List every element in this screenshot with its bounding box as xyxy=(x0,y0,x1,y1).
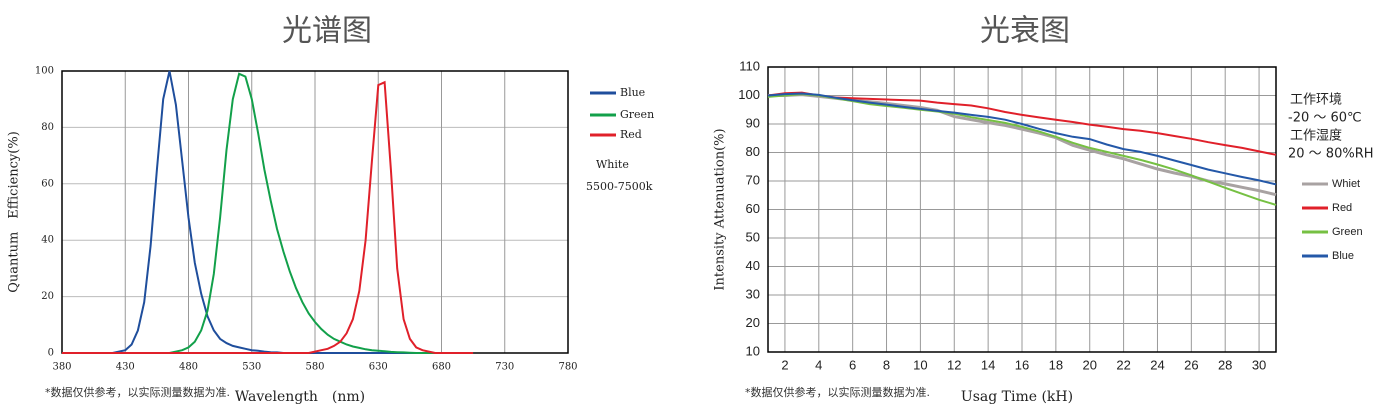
y-tick-label: 80 xyxy=(41,122,54,133)
y-tick-label: 100 xyxy=(35,66,54,77)
legend-label: Whiet xyxy=(1332,178,1360,190)
chart-title: 光谱图 xyxy=(282,14,372,49)
y-tick-label: 50 xyxy=(746,229,760,244)
x-tick-label: 12 xyxy=(947,357,961,372)
x-tick-label: 30 xyxy=(1252,357,1266,372)
annotation: 工作环境 xyxy=(1290,93,1342,108)
x-tick-label: 580 xyxy=(305,362,324,373)
y-tick-label: 10 xyxy=(746,343,760,358)
x-tick-label: 2 xyxy=(781,357,788,372)
y-axis-label: Intensity Attenuation(%) xyxy=(713,128,728,290)
annotation: -20 ～ 60℃ xyxy=(1288,111,1362,126)
x-axis-label: Usag Time (kH) xyxy=(961,389,1073,405)
annotation: 5500-7500k xyxy=(586,180,653,193)
x-tick-label: 4 xyxy=(815,357,822,372)
x-tick-label: 430 xyxy=(116,362,135,373)
y-tick-label: 30 xyxy=(746,286,760,301)
x-tick-label: 380 xyxy=(52,362,71,373)
legend-label: Blue xyxy=(1332,250,1354,262)
x-tick-label: 16 xyxy=(1015,357,1029,372)
series-line xyxy=(767,91,1277,156)
x-tick-label: 28 xyxy=(1218,357,1232,372)
x-tick-label: 18 xyxy=(1049,357,1063,372)
x-tick-label: 680 xyxy=(432,362,451,373)
legend-label: Red xyxy=(1332,202,1352,214)
chart-title: 光衰图 xyxy=(980,14,1070,49)
y-tick-label: 110 xyxy=(739,58,760,73)
legend-label: Green xyxy=(620,108,654,121)
x-tick-label: 730 xyxy=(495,362,514,373)
y-tick-label: 40 xyxy=(746,258,760,273)
footnote: *数据仅供参考，以实际测量数据为准. xyxy=(45,385,230,399)
legend-label: Blue xyxy=(620,86,645,99)
x-tick-label: 26 xyxy=(1184,357,1198,372)
y-tick-label: 0 xyxy=(48,348,54,359)
y-tick-label: 60 xyxy=(746,201,760,216)
series-line xyxy=(62,70,474,354)
y-axis-label: Quantum Efficiency(%) xyxy=(7,131,22,293)
legend-label: Red xyxy=(620,128,642,141)
x-tick-label: 8 xyxy=(883,357,890,372)
series-line xyxy=(62,80,474,354)
x-tick-label: 530 xyxy=(242,362,261,373)
x-tick-label: 22 xyxy=(1116,357,1130,372)
footnote: *数据仅供参考，以实际测量数据为准. xyxy=(745,385,930,399)
y-tick-label: 60 xyxy=(41,178,54,189)
annotation: 工作湿度 xyxy=(1290,128,1342,144)
y-tick-label: 70 xyxy=(746,172,760,187)
legend-label: Green xyxy=(1332,226,1363,238)
x-tick-label: 14 xyxy=(981,357,995,372)
x-tick-label: 20 xyxy=(1082,357,1096,372)
y-tick-label: 90 xyxy=(746,115,760,130)
x-tick-label: 6 xyxy=(849,357,856,372)
annotation: White xyxy=(596,158,629,171)
plot-frame xyxy=(767,66,1277,353)
y-tick-label: 100 xyxy=(738,87,760,102)
x-axis-label: Wavelength (nm) xyxy=(235,389,365,405)
x-tick-label: 10 xyxy=(913,357,927,372)
x-tick-label: 630 xyxy=(369,362,388,373)
x-tick-label: 780 xyxy=(558,362,577,373)
annotation: 20 ～ 80%RH xyxy=(1288,147,1374,162)
x-tick-label: 480 xyxy=(179,362,198,373)
y-tick-label: 80 xyxy=(746,144,760,159)
x-tick-label: 24 xyxy=(1150,357,1164,372)
series-line xyxy=(767,92,1277,186)
y-tick-label: 20 xyxy=(746,315,760,330)
y-tick-label: 40 xyxy=(41,235,54,246)
series-line xyxy=(62,72,474,354)
y-tick-label: 20 xyxy=(41,291,54,302)
